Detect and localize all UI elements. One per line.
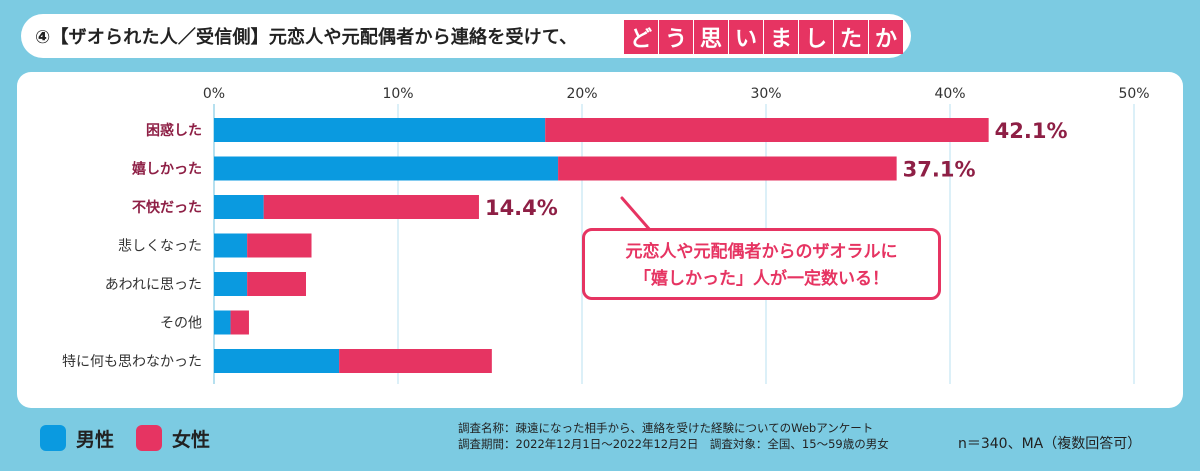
bar-segment-female (247, 233, 312, 258)
chart-title: ④【ザオられた人／受信側】元恋人や元配偶者から連絡を受けて、 (35, 27, 578, 48)
category-label: 不快だった (132, 199, 202, 216)
total-value-label: 14.4% (485, 196, 558, 220)
category-label: あわれに思った (105, 277, 202, 293)
bar-segment-female (339, 349, 492, 373)
bar-segment-male (214, 156, 559, 181)
title-bar: ④【ザオられた人／受信側】元恋人や元配偶者から連絡を受けて、 ど う 思 い ま… (21, 14, 911, 58)
legend-swatch-female (136, 425, 163, 451)
x-tick-label: 50% (1118, 86, 1149, 102)
bar-segment-male (214, 349, 340, 373)
survey-notes: 調査名称：疎遠になった相手から、連絡を受けた経験についてのWebアンケート 調査… (458, 420, 889, 452)
title-highlight-char: ど (624, 20, 658, 54)
title-highlight-char: た (834, 20, 868, 54)
bar-segment-male (214, 233, 248, 258)
x-tick-label: 10% (382, 86, 413, 102)
callout-pointer (620, 196, 652, 232)
x-tick-label: 0% (203, 86, 225, 102)
callout-text: 元恋人や元配偶者からのザオラルに 「嬉しかった」人が一定数いる！ (585, 239, 938, 293)
total-value-label: 42.1% (995, 119, 1068, 143)
bar-segment-male (214, 310, 231, 335)
callout-line-2: 「嬉しかった」人が一定数いる！ (634, 269, 889, 289)
legend: 男性 女性 (40, 423, 232, 453)
title-highlight-char: ま (764, 20, 798, 54)
title-highlight-char: 思 (694, 20, 728, 54)
sample-note: n＝340、MA（複数回答可） (958, 436, 1142, 452)
title-highlight-char: う (659, 20, 693, 54)
bar-segment-male (214, 118, 546, 142)
legend-label-male: 男性 (76, 428, 115, 451)
bar-segment-female (247, 272, 306, 296)
category-label: 悲しくなった (118, 238, 202, 255)
callout-line-1: 元恋人や元配偶者からのザオラルに (625, 242, 898, 262)
title-highlight: ど う 思 い ま し た か (624, 20, 903, 54)
legend-label-female: 女性 (172, 428, 211, 451)
category-label: 嬉しかった (132, 161, 202, 178)
legend-item-female: 女性 (136, 425, 210, 452)
bar-segment-female (545, 118, 989, 142)
survey-period: 調査期間：2022年12月1日～2022年12月2日 調査対象：全国、15～59… (458, 437, 889, 451)
callout-box: 元恋人や元配偶者からのザオラルに 「嬉しかった」人が一定数いる！ (582, 228, 941, 300)
bar-segment-female (558, 156, 897, 181)
bar-segment-female (263, 195, 479, 219)
category-label: 困惑した (146, 122, 202, 139)
total-value-label: 37.1% (903, 158, 976, 182)
legend-item-male: 男性 (40, 425, 114, 452)
category-label: 特に何も思わなかった (62, 354, 202, 370)
bar-segment-male (214, 272, 248, 296)
x-tick-label: 20% (566, 86, 597, 102)
title-highlight-char: か (869, 20, 903, 54)
legend-swatch-male (40, 425, 66, 451)
x-tick-label: 30% (750, 86, 781, 102)
title-highlight-char: い (729, 20, 763, 54)
bar-segment-female (230, 310, 249, 335)
category-label: その他 (160, 316, 202, 332)
x-tick-label: 40% (934, 86, 965, 102)
title-highlight-char: し (799, 20, 833, 54)
bar-segment-male (214, 195, 264, 219)
survey-name: 調査名称：疎遠になった相手から、連絡を受けた経験についてのWebアンケート (458, 421, 874, 435)
